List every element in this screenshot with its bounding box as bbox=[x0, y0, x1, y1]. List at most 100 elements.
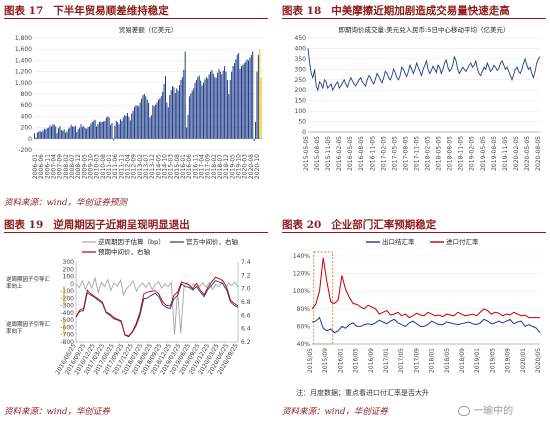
bar bbox=[50, 126, 52, 139]
y-tick-label: 0 bbox=[28, 136, 32, 143]
y-tick-label: 40% bbox=[297, 341, 311, 348]
bar bbox=[74, 125, 76, 139]
x-tick-label: 2015-03 bbox=[168, 154, 175, 179]
x-tick-label: 2016/01 bbox=[337, 348, 344, 373]
legend-label-factor: 逆周期因子估算（bp） bbox=[98, 237, 165, 246]
x-tick-label: 2006-01 bbox=[32, 154, 39, 179]
x-tick-label: 2012-09 bbox=[131, 154, 138, 179]
bar bbox=[180, 80, 182, 139]
bar bbox=[111, 123, 113, 139]
x-tick-label: 2012-04 bbox=[125, 154, 132, 179]
bar bbox=[255, 122, 257, 139]
x-tick-label: 2019-10 bbox=[235, 154, 242, 179]
x-tick-label: 2017-09 bbox=[205, 154, 212, 179]
x-tick-label: 2020-03 bbox=[242, 154, 249, 179]
bar bbox=[202, 82, 204, 139]
y-tick-label: 140% bbox=[293, 253, 310, 260]
x-tick-label: 2018-12 bbox=[223, 154, 230, 179]
bar bbox=[181, 77, 183, 139]
bar bbox=[259, 49, 261, 139]
y-tick-label: 200 bbox=[21, 125, 33, 132]
figure-17-source: 资料来源：wind，华创证券预测 bbox=[4, 198, 127, 208]
bar bbox=[72, 126, 74, 139]
bar bbox=[221, 74, 223, 139]
bar bbox=[104, 120, 106, 139]
x-tick-label: 2020-02-05 bbox=[513, 136, 520, 171]
bar bbox=[76, 132, 78, 139]
y-left-tick-label: -600 bbox=[60, 324, 74, 331]
x-tick-label: 2020-08 bbox=[248, 154, 255, 179]
bar bbox=[205, 77, 207, 139]
bar bbox=[105, 117, 107, 139]
x-tick-label: 2010-08 bbox=[100, 154, 107, 179]
bar bbox=[62, 130, 64, 139]
x-tick-label: 2006-11 bbox=[44, 154, 51, 179]
bar bbox=[194, 82, 196, 139]
y-tick-label: 50 bbox=[298, 119, 306, 126]
y-tick-label: 400 bbox=[295, 45, 307, 52]
legend-label-import: 进口付汇率 bbox=[446, 237, 479, 246]
bar bbox=[98, 122, 100, 139]
bar bbox=[232, 66, 234, 139]
bar bbox=[65, 132, 67, 139]
bar bbox=[187, 114, 189, 139]
y-tick-label: 1,000 bbox=[15, 80, 32, 87]
bar bbox=[248, 60, 250, 139]
bar bbox=[129, 120, 131, 139]
x-tick-label: 2018-05-05 bbox=[436, 136, 443, 171]
x-tick-label: 2019-05 bbox=[229, 154, 236, 179]
bar bbox=[166, 102, 168, 139]
y-tick-label: 250 bbox=[295, 77, 307, 84]
bar bbox=[226, 80, 228, 139]
x-tick-label: 2016/09 bbox=[368, 348, 375, 373]
trade-balance-chart: -200 0 200 400 600 800 1,000 1,200 1,400 1,600 1,8… bbox=[4, 20, 268, 192]
x-tick-label: 2019-05-05 bbox=[480, 136, 487, 171]
figure-18-number: 图表 18 bbox=[282, 5, 322, 17]
bar bbox=[211, 69, 213, 139]
bar bbox=[239, 68, 241, 139]
y-tick-label: 1,200 bbox=[15, 69, 32, 76]
bar bbox=[200, 80, 202, 139]
watermark-text: 一瑜中的 bbox=[473, 406, 514, 417]
bar bbox=[114, 125, 116, 139]
x-tick-label: 2019/01 bbox=[474, 348, 481, 373]
y-tick-label: 100 bbox=[295, 108, 307, 115]
bar bbox=[210, 71, 212, 139]
y-tick-label: 600 bbox=[21, 102, 33, 109]
wechat-icon bbox=[458, 406, 470, 416]
bar bbox=[156, 102, 158, 139]
bar bbox=[152, 105, 154, 139]
bar bbox=[229, 80, 231, 139]
chart-title: 贸易差额（亿美元） bbox=[119, 25, 178, 34]
bar bbox=[110, 124, 112, 139]
bar bbox=[45, 129, 47, 139]
bar bbox=[73, 126, 75, 139]
bar bbox=[233, 63, 235, 139]
bar bbox=[39, 130, 41, 139]
bar bbox=[242, 64, 244, 139]
x-tick-label: 2017-08-05 bbox=[402, 136, 409, 171]
bar bbox=[59, 125, 61, 139]
y-left-tick-label: -200 bbox=[60, 295, 74, 302]
y-left-tick-label: -800 bbox=[60, 339, 74, 346]
x-tick-label: 2017-05-05 bbox=[391, 136, 398, 171]
bar bbox=[128, 116, 130, 139]
bar bbox=[125, 115, 127, 139]
x-tick-label: 2008-02 bbox=[63, 154, 70, 179]
bar bbox=[121, 120, 123, 139]
y-left-tick-label: 200 bbox=[63, 266, 75, 273]
bar bbox=[93, 120, 95, 139]
bar bbox=[103, 121, 105, 139]
ccf-midpoint-chart: 逆周期因子估算（bp） 官方中间价，右轴预期中间价，右轴-800-700-600-… bbox=[4, 234, 268, 384]
bar bbox=[225, 71, 227, 139]
y-tick-label: 150 bbox=[295, 98, 307, 105]
bar bbox=[212, 73, 214, 139]
bar bbox=[186, 127, 188, 139]
x-tick-label: 2018/05 bbox=[444, 348, 451, 373]
x-tick-label: 2018-07 bbox=[217, 154, 224, 179]
bar bbox=[243, 63, 245, 139]
bar bbox=[219, 71, 221, 139]
bar bbox=[112, 138, 114, 141]
bar bbox=[132, 110, 134, 139]
x-tick-label: 2011-11 bbox=[118, 154, 125, 179]
